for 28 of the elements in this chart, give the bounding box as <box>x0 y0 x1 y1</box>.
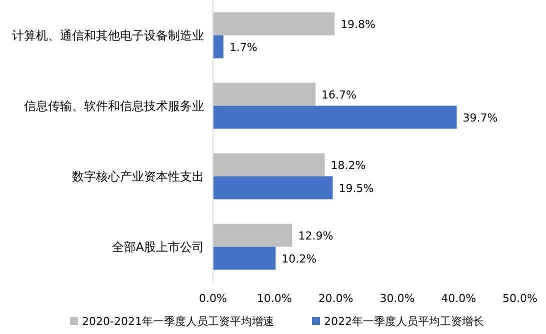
x-tick-label: 0.0% <box>199 292 227 305</box>
x-tick-label: 40.0% <box>441 292 476 305</box>
bar <box>213 176 333 200</box>
bar <box>213 12 335 36</box>
legend-label: 2020-2021年一季度人员工资平均增速 <box>82 315 274 328</box>
data-label: 10.2% <box>282 252 317 266</box>
y-tick-label: 信息传输、软件和信息技术服务业 <box>24 98 204 113</box>
data-label: 1.7% <box>229 40 258 54</box>
y-tick-label: 数字核心产业资本性支出 <box>72 169 204 184</box>
data-label: 19.8% <box>340 18 376 31</box>
x-tick-label: 10.0% <box>256 292 292 305</box>
x-tick-label: 30.0% <box>380 292 415 305</box>
data-label: 19.5% <box>338 182 374 195</box>
data-label: 16.7% <box>322 88 356 102</box>
legend-label: 2022年一季度人员平均工资增长 <box>324 315 484 328</box>
y-tick-label: 全部A股上市公司 <box>112 240 204 254</box>
data-label: 12.9% <box>298 229 334 242</box>
data-label: 39.7% <box>462 111 498 124</box>
y-tick-label: 计算机、通信和其他电子设备制造业 <box>12 28 204 42</box>
x-tick-label: 20.0% <box>318 292 354 305</box>
bar <box>213 106 457 129</box>
bar <box>213 246 276 270</box>
bar <box>213 153 325 176</box>
bar <box>213 82 316 106</box>
bar <box>213 35 224 58</box>
data-label: 18.2% <box>330 158 366 172</box>
bar <box>213 224 292 247</box>
x-tick-label: 50.0% <box>502 292 538 305</box>
